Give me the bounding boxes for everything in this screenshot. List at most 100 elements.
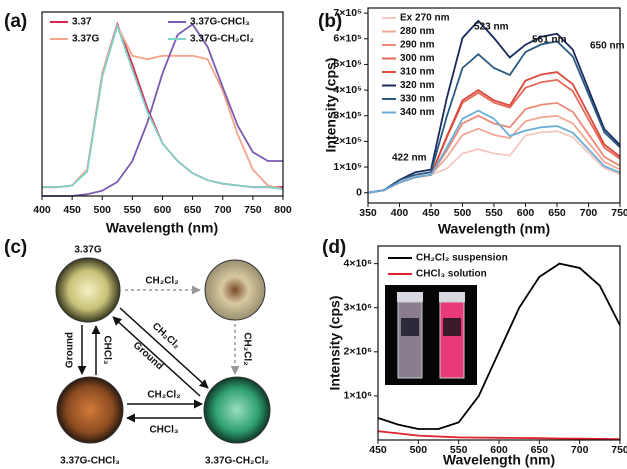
panel-label: (a) — [4, 11, 27, 32]
series-line — [367, 19, 621, 194]
sample-photo — [204, 259, 266, 321]
x-axis-title: Wavelength (nm) — [438, 221, 550, 237]
x-tick-label: 550 — [450, 444, 468, 456]
x-tick-label: 550 — [124, 204, 142, 216]
legend-label: Ex 270 nm — [400, 13, 450, 24]
y-tick-label: 7×10⁵ — [333, 7, 362, 19]
series-line — [367, 40, 621, 194]
cuvette-window — [401, 318, 419, 336]
x-tick-label: 450 — [422, 207, 440, 219]
series-line — [42, 23, 284, 190]
legend-label: 280 nm — [400, 26, 435, 37]
series-line — [42, 23, 283, 197]
y-tick-label: 4×10⁶ — [344, 257, 373, 269]
arrow — [112, 316, 201, 397]
x-tick-label: 600 — [154, 204, 172, 216]
y-tick-label: 1×10⁵ — [333, 161, 362, 173]
x-axis-title: Wavelength (nm) — [443, 452, 555, 468]
legend-label: 340 nm — [400, 107, 435, 118]
y-tick-label: 2×10⁵ — [333, 135, 362, 147]
sample-photo — [55, 257, 121, 323]
x-tick-label: 400 — [33, 204, 51, 216]
legend-label: 330 nm — [400, 94, 435, 105]
x-tick-label: 750 — [611, 207, 627, 219]
x-tick-label: 800 — [274, 204, 292, 216]
annotation: 650 nm — [590, 41, 625, 52]
sample-label: 3.37G — [74, 245, 101, 256]
sample-label: 3.37G-CH₂Cl₂ — [205, 456, 269, 467]
legend-label: 3.37G-CH₂Cl₂ — [190, 34, 254, 45]
x-tick-label: 600 — [490, 444, 508, 456]
x-tick-label: 600 — [517, 207, 535, 219]
arrow-label: CHCl₃ — [149, 425, 178, 436]
cuvette — [439, 301, 465, 379]
y-tick-label: 2×10⁶ — [344, 346, 373, 358]
chart-panel: (b) Ex 270 nm 280 nm 290 nm 300 nm 310 nm 320 … — [318, 7, 627, 237]
y-tick-label: 4×10⁵ — [333, 84, 362, 96]
panel-label: (d) — [322, 237, 346, 258]
series-line — [377, 262, 621, 430]
legend-label: 3.37G — [72, 34, 99, 45]
annotation: 523 nm — [474, 22, 509, 33]
panel-label: (c) — [4, 237, 27, 258]
chart-panel: (a) 3.37 3.37G 3.37G-CHCl₃ 3.37G-CH₂Cl₂ 400 45… — [4, 11, 292, 236]
x-tick-label: 350 — [359, 207, 377, 219]
y-tick-label: 3×10⁶ — [344, 302, 373, 314]
legend-label: 3.37 — [72, 17, 92, 28]
y-axis-title: Intensity (cps) — [323, 58, 339, 153]
arrow-label: CH₂Cl₂ — [241, 332, 252, 365]
legend-label: 290 nm — [400, 40, 435, 51]
inset-photo — [385, 285, 477, 385]
y-tick-label: 1×10⁶ — [344, 390, 373, 402]
x-tick-label: 700 — [571, 444, 589, 456]
x-tick-label: 550 — [485, 207, 503, 219]
legend-label: 320 nm — [400, 80, 435, 91]
x-tick-label: 450 — [63, 204, 81, 216]
x-tick-label: 650 — [531, 444, 549, 456]
cuvette-window — [443, 318, 461, 336]
y-tick-label: 5×10⁵ — [333, 58, 362, 70]
panel-label: (b) — [318, 11, 342, 32]
x-tick-label: 500 — [454, 207, 472, 219]
x-tick-label: 400 — [391, 207, 409, 219]
sample-photo — [203, 376, 271, 444]
x-tick-label: 750 — [611, 444, 627, 456]
sample-photo — [56, 376, 124, 444]
series-line — [367, 109, 621, 194]
x-tick-label: 500 — [410, 444, 428, 456]
y-tick-label: 6×10⁵ — [333, 33, 362, 45]
series-line — [377, 430, 621, 440]
legend-label: 300 nm — [400, 53, 435, 64]
legend-label: 3.37G-CHCl₃ — [190, 17, 250, 28]
x-axis-title: Wavelength (nm) — [106, 220, 218, 236]
legend-label: CHCl₃ solution — [416, 269, 487, 280]
arrow-label: Ground — [65, 332, 76, 368]
arrow-label: CH₂Cl₂ — [147, 390, 180, 401]
annotation: 422 nm — [392, 153, 427, 164]
scheme: (c) 3.37G 3.37G-CHCl₃ 3.37G-CH₂Cl₂ CH₂Cl… — [4, 237, 271, 467]
series-line — [42, 23, 284, 190]
arrow-label: CHCl₃ — [101, 335, 112, 364]
arrow — [119, 307, 209, 389]
cuvette — [397, 301, 423, 379]
x-tick-label: 450 — [369, 444, 387, 456]
x-tick-label: 700 — [214, 204, 232, 216]
sample-label: 3.37G-CHCl₃ — [60, 456, 120, 467]
y-axis-title: Intensity (cps) — [327, 296, 343, 391]
legend-label: 310 nm — [400, 67, 435, 78]
arrow-label: CH₂Cl₂ — [150, 321, 182, 351]
chart-panel: (d) CH₂Cl₂ suspension CHCl₃ solution 450 500… — [322, 237, 627, 468]
x-tick-label: 650 — [184, 204, 202, 216]
annotation: 561 nm — [532, 35, 567, 46]
cuvette-cap — [439, 292, 465, 302]
arrow-label: CH₂Cl₂ — [145, 276, 178, 287]
x-tick-label: 500 — [93, 204, 111, 216]
x-tick-label: 700 — [580, 207, 598, 219]
cuvette-cap — [397, 292, 423, 302]
y-tick-label: 3×10⁵ — [333, 110, 362, 122]
y-tick-label: 0 — [356, 187, 362, 199]
series-line — [42, 21, 283, 189]
x-tick-label: 750 — [244, 204, 262, 216]
legend-label: CH₂Cl₂ suspension — [416, 253, 508, 264]
